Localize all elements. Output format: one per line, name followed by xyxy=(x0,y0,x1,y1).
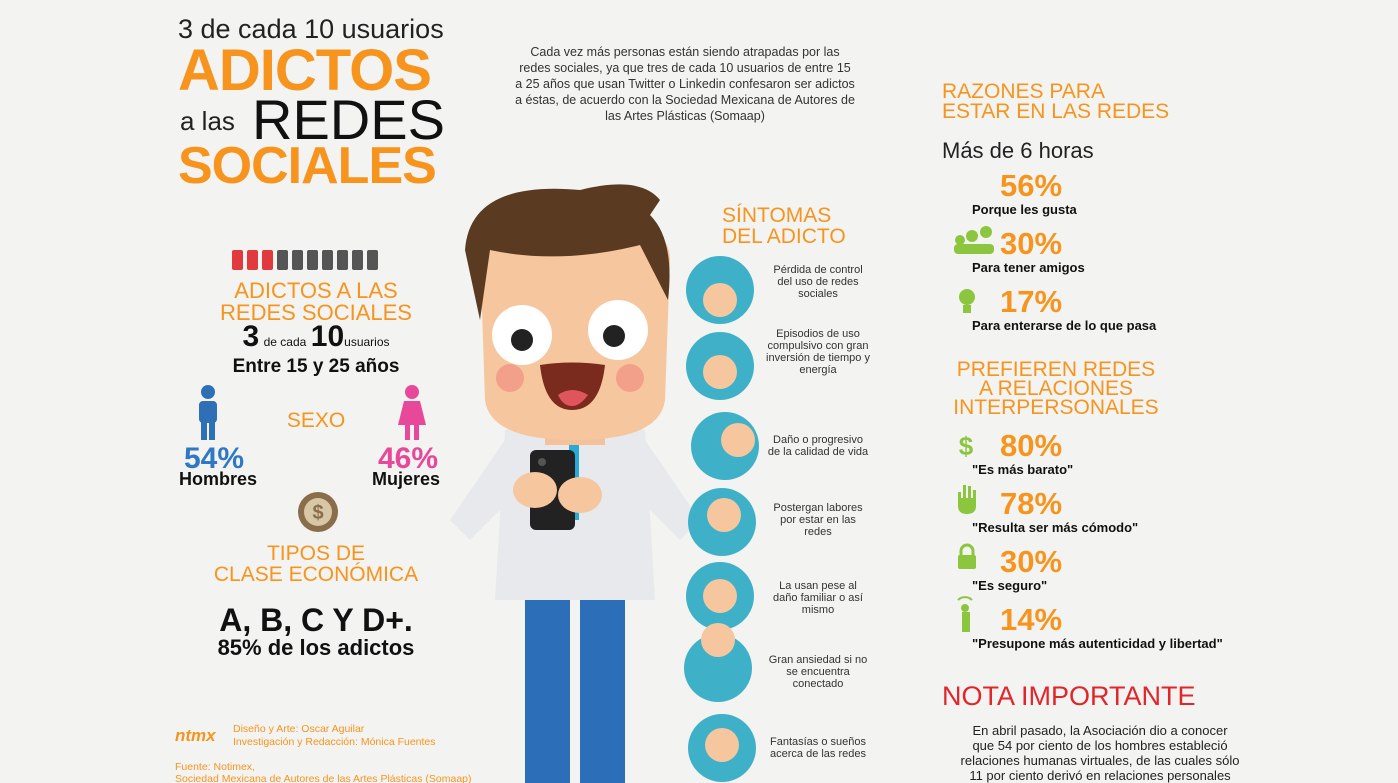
reason-label: Para enterarse de lo que pasa xyxy=(972,318,1157,333)
ratio: 3 de cada 10usuarios xyxy=(242,322,389,352)
symptom-text: Episodios de uso compulsivo con gran inv… xyxy=(766,328,870,376)
title-line: TIPOS DE xyxy=(266,542,366,565)
intro-text: Cada vez más personas están siendo atrap… xyxy=(515,45,855,123)
prefer-pct: 14% xyxy=(1000,602,1063,637)
note-title: NOTA IMPORTANTE xyxy=(942,681,1196,711)
note-line: relaciones humanas virtuales, de las cua… xyxy=(960,753,1240,768)
prefer-pct: 78% xyxy=(1000,486,1063,521)
title-line: ESTAR EN LAS REDES xyxy=(942,100,1170,123)
symptom-faces xyxy=(701,283,755,762)
age: Entre 15 y 25 años xyxy=(232,356,400,377)
symptom-text: Postergan labores por estar en las redes xyxy=(773,502,863,538)
symptom-text: Daño o progresivo de la calidad de vida xyxy=(767,434,869,458)
ratio-of: de cada xyxy=(263,335,307,349)
prefer-pct: 80% xyxy=(1000,428,1063,463)
symptom-text: La usan pese al daño familiar o así mism… xyxy=(773,580,863,616)
title-line: CLASE ECONÓMICA xyxy=(213,563,419,586)
ratio-n2: 10 xyxy=(310,320,345,353)
reasons-subtitle: Más de 6 horas xyxy=(942,138,1094,163)
prefer-label: "Resulta ser más cómodo" xyxy=(972,520,1139,535)
reasons-title: RAZONES PARA ESTAR EN LAS REDES xyxy=(942,80,1170,123)
reason-icons: $ xyxy=(954,226,994,632)
title-line: ADICTOS A LAS xyxy=(234,278,398,303)
credits-research: Investigación y Redacción: Mónica Fuente… xyxy=(233,736,436,748)
symptom-text: Pérdida de control del uso de redes soci… xyxy=(773,264,863,300)
ratio-n1: 3 xyxy=(242,320,260,353)
ratio-users: usuarios xyxy=(344,335,390,349)
reason-label: Para tener amigos xyxy=(972,260,1085,275)
header-line3: SOCIALES xyxy=(178,137,437,195)
reason-pct: 30% xyxy=(1000,226,1063,261)
addicts-title: ADICTOS A LAS REDES SOCIALES xyxy=(220,280,412,324)
prefer-label: "Es seguro" xyxy=(972,578,1048,593)
sex-title: SEXO xyxy=(286,409,346,432)
header-pre: 3 de cada 10 usuarios xyxy=(178,14,444,44)
svg-text:$: $ xyxy=(959,431,974,461)
note-line: que 54 por ciento de los hombres estable… xyxy=(972,738,1228,753)
male-icon xyxy=(199,385,217,440)
credits-design: Diseño y Arte: Oscar Aguilar xyxy=(233,723,365,735)
phone-icons xyxy=(232,250,378,270)
symptoms-title: SÍNTOMAS DEL ADICTO xyxy=(722,205,846,247)
title-line: DEL ADICTO xyxy=(722,225,846,248)
symptom-text: Gran ansiedad si no se encuentra conecta… xyxy=(768,654,868,690)
header-line2a: a las xyxy=(180,106,235,136)
credits-logo: ntmx xyxy=(175,726,216,745)
title-line: PREFIEREN REDES xyxy=(956,358,1156,381)
note-line: 11 por ciento derivó en relaciones perso… xyxy=(969,768,1231,783)
svg-text:$: $ xyxy=(312,502,323,524)
women-pct: 46% xyxy=(377,442,439,475)
title-line: A RELACIONES xyxy=(978,377,1134,400)
class-title: TIPOS DE CLASE ECONÓMICA xyxy=(214,543,418,585)
men-pct: 54% xyxy=(183,442,245,475)
character xyxy=(450,184,700,783)
title-line: SÍNTOMAS xyxy=(722,204,832,227)
prefer-title: PREFIEREN REDES A RELACIONES INTERPERSONAL… xyxy=(953,358,1159,419)
women-label: Mujeres xyxy=(371,469,441,489)
title-line: RAZONES PARA xyxy=(942,80,1105,103)
credits-source2: Sociedad Mexicana de Autores de las Arte… xyxy=(175,773,472,783)
header-line2b: REDES xyxy=(252,88,445,151)
title-line: REDES SOCIALES xyxy=(220,300,412,325)
reason-pct: 17% xyxy=(1000,284,1063,319)
prefer-label: "Es más barato" xyxy=(972,462,1074,477)
title-line: INTERPERSONALES xyxy=(953,396,1159,419)
credits-source: Fuente: Notimex, xyxy=(175,761,255,773)
classes: A, B, C Y D+. xyxy=(219,602,413,638)
classes-note: 85% de los adictos xyxy=(217,635,415,660)
header-line1: ADICTOS xyxy=(178,38,432,103)
coin-icon: $ xyxy=(298,492,338,532)
note-line: En abril pasado, la Asociación dio a con… xyxy=(972,723,1228,738)
symptom-text: Fantasías o sueños acerca de las redes xyxy=(769,736,866,760)
prefer-pct: 30% xyxy=(1000,544,1063,579)
men-label: Hombres xyxy=(178,469,258,489)
prefer-label: "Presupone más autenticidad y libertad" xyxy=(972,636,1223,651)
reason-pct: 56% xyxy=(1000,168,1063,203)
reason-label: Porque les gusta xyxy=(972,202,1077,217)
female-icon xyxy=(398,385,426,440)
